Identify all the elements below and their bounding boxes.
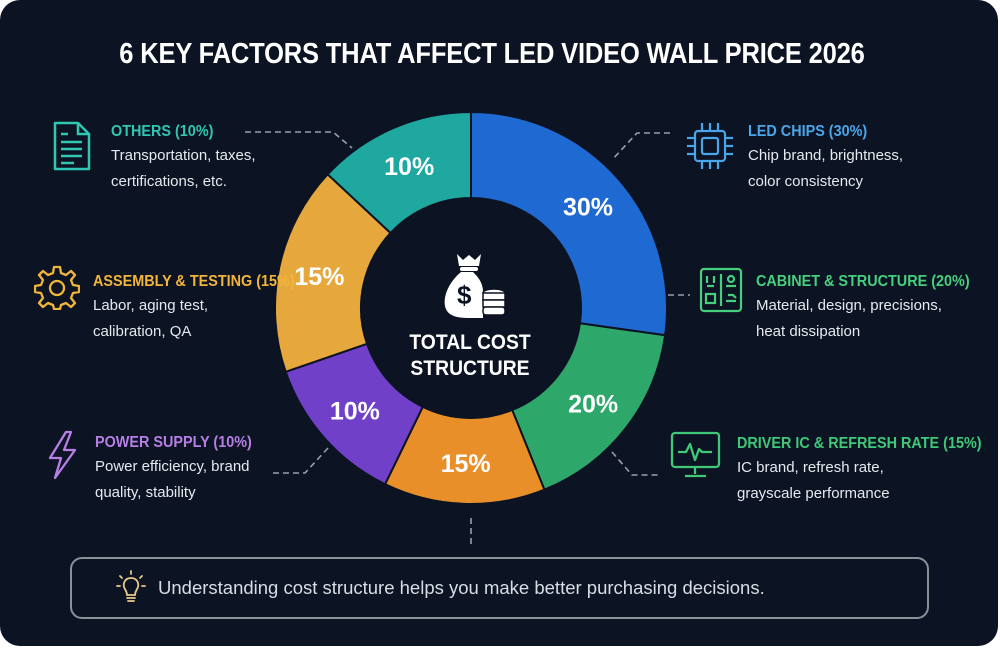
- factor-label: ASSEMBLY & TESTING (15%): [93, 273, 295, 290]
- donut-segment-others: [326, 110, 472, 235]
- tip-text: Understanding cost structure helps you m…: [158, 577, 765, 598]
- segment-percent-label: 15%: [441, 450, 491, 478]
- factor-label: LED CHIPS (30%): [748, 123, 868, 140]
- donut-segment-led-chips: [470, 110, 668, 337]
- connector-lines: [245, 131, 690, 545]
- connector-driver: [611, 451, 660, 476]
- chip-icon: [687, 123, 733, 169]
- monitor-pulse-icon: [670, 431, 721, 478]
- segment-percent-label: 10%: [384, 153, 434, 181]
- segment-percent-label: 20%: [568, 390, 618, 418]
- factor-label: DRIVER IC & REFRESH RATE (15%): [737, 435, 982, 452]
- factor-description: Chip brand, brightness, color consistenc…: [748, 147, 904, 190]
- lightbulb-icon: [116, 570, 146, 602]
- center-label-line2: STRUCTURE: [410, 357, 530, 380]
- segment-percent-label: 30%: [563, 193, 613, 221]
- center-label: TOTAL COST STRUCTURE: [406, 330, 535, 382]
- segment-percent-label: 15%: [294, 263, 344, 291]
- factor-description: IC brand, refresh rate, grayscale perfor…: [737, 459, 890, 502]
- page-title: 6 KEY FACTORS THAT AFFECT LED VIDEO WALL…: [119, 38, 865, 70]
- donut-segments: [274, 110, 668, 505]
- connector-power: [273, 447, 329, 474]
- document-icon: [53, 121, 91, 171]
- svg-text:$: $: [457, 280, 472, 310]
- connector-others: [245, 131, 353, 149]
- factor-description: Power efficiency, brand quality, stabili…: [95, 458, 250, 501]
- cabinet-panel-icon: [699, 267, 743, 313]
- factor-label: POWER SUPPLY (10%): [95, 434, 252, 451]
- donut-segment-assembly-testing: [274, 172, 392, 374]
- segment-labels: 30% 20% 15% 10% 15% 10%: [294, 153, 618, 478]
- factor-label: OTHERS (10%): [111, 123, 214, 140]
- lightning-bolt-icon: [48, 430, 77, 480]
- connector-led: [611, 132, 670, 161]
- tip-callout: Understanding cost structure helps you m…: [70, 557, 929, 619]
- factor-description: Transportation, taxes, certifications, e…: [111, 147, 256, 190]
- factor-description: Labor, aging test, calibration, QA: [93, 297, 209, 340]
- segment-percent-label: 10%: [330, 398, 380, 426]
- money-bag-icon: $: [444, 254, 506, 318]
- factor-label: CABINET & STRUCTURE (20%): [756, 273, 970, 290]
- gear-icon: [34, 265, 80, 310]
- center-label-line1: TOTAL COST: [409, 331, 531, 354]
- factor-description: Material, design, precisions, heat dissi…: [756, 297, 942, 340]
